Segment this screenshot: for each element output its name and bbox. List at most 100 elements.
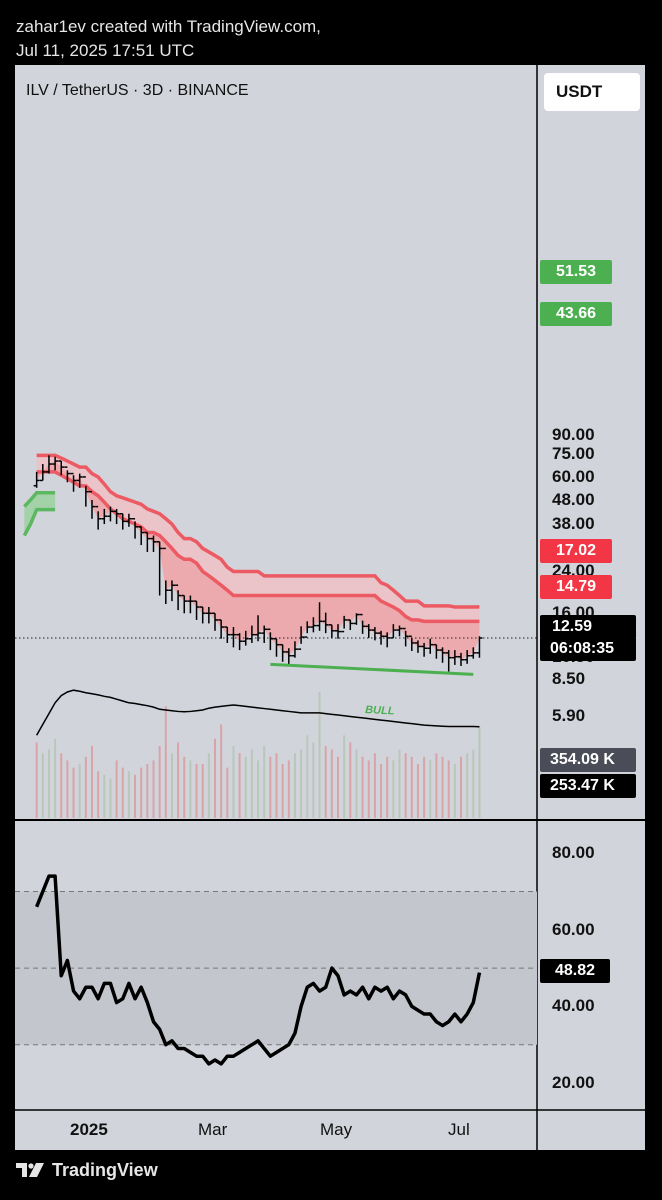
volume-bar (460, 756, 462, 818)
volume-bar (170, 753, 173, 818)
volume-bar (189, 760, 192, 818)
volume-bar (343, 735, 346, 818)
volume-bar (337, 756, 339, 818)
cloud-outer-fill (36, 455, 480, 622)
volume-bar (195, 764, 198, 818)
volume-bar (177, 742, 180, 818)
volume-bar (60, 753, 63, 818)
volume-bar (54, 738, 57, 818)
price-axis-label: 5.90 (552, 706, 586, 726)
volume-bar (121, 767, 124, 818)
volume-bar (47, 749, 50, 818)
time-axis-label: Mar (198, 1120, 228, 1139)
oscillator-axis-label: 60.00 (552, 919, 595, 939)
volume-bar (78, 764, 81, 818)
volume-badge: 253.47 K (540, 774, 636, 798)
red-upper-badge: 17.02 (540, 539, 612, 563)
bull-label: BULL (365, 704, 395, 718)
time-axis-label: 2025 (70, 1120, 108, 1139)
volume-bar (152, 760, 155, 818)
symbol-title[interactable]: ILV / TetherUS · 3D · BINANCE (26, 82, 249, 99)
currency-button[interactable]: USDT (544, 73, 640, 111)
volume-bar (404, 753, 407, 818)
volume-bar (244, 756, 247, 818)
price-axis-label: 60.00 (552, 466, 595, 486)
volume-bar (281, 764, 284, 818)
volume-bar (367, 760, 370, 818)
green-upper-badge: 51.53 (540, 260, 612, 284)
volume-bar (300, 749, 303, 818)
volume-bar (293, 753, 296, 818)
volume-bar (201, 764, 204, 818)
bull-divergence-line (270, 662, 474, 676)
volume-bar (435, 753, 438, 818)
volume-bar (250, 749, 253, 818)
countdown-badge: 06:08:35 (540, 637, 636, 661)
volume-bar (373, 753, 376, 818)
volume-bar (146, 764, 149, 818)
volume-bar (355, 749, 358, 818)
green-lower-badge: 43.66 (540, 302, 612, 326)
oscillator-axis-label: 20.00 (552, 1073, 595, 1092)
price-axis-label: 75.00 (552, 443, 595, 463)
green-band-lower-line (22, 507, 56, 537)
volume-bar (214, 738, 216, 818)
volume-bar (257, 760, 260, 818)
footer[interactable]: TradingView (16, 1160, 158, 1181)
volume-bar (158, 746, 161, 818)
volume-bar (226, 767, 229, 818)
footer-brand: TradingView (52, 1160, 158, 1180)
volume-bar (324, 746, 327, 818)
volume-bar (275, 753, 278, 818)
oscillator-axis-label: 80.00 (552, 843, 595, 863)
volume-bar (423, 756, 426, 818)
volume-bar (306, 735, 309, 818)
volume-bar (466, 753, 469, 818)
volume-bar (447, 760, 450, 818)
price-axis-label: 48.00 (552, 489, 595, 509)
volume-bar (183, 756, 186, 818)
volume-bar (318, 692, 321, 818)
volume-bar (478, 726, 481, 818)
volume-bar (380, 764, 383, 818)
green-band-upper-line (23, 490, 56, 508)
volume-bar (164, 706, 167, 818)
volume-bar (140, 767, 143, 818)
oscillator-line (35, 874, 482, 1066)
time-axis-label: Jul (448, 1120, 470, 1139)
oscillator-axis-label: 40.00 (552, 996, 595, 1016)
volume-bar (441, 756, 444, 818)
volume-bar (238, 753, 241, 818)
volume-bar (66, 760, 69, 818)
watermark-author: zahar1ev created with TradingView.com, (16, 17, 321, 36)
volume-bar (386, 756, 389, 818)
volume-bar (84, 756, 87, 818)
volume-bar (103, 774, 106, 818)
volume-bar (416, 764, 419, 818)
volume-bar (410, 756, 413, 818)
volume-bar (72, 767, 75, 818)
volume-bar (134, 774, 137, 818)
volume-bar (330, 749, 333, 818)
volume-bar (127, 771, 130, 818)
price-axis-label: 38.00 (552, 514, 595, 534)
volume-bar (97, 771, 100, 818)
volume-bar (115, 760, 118, 818)
volume-bar (91, 746, 93, 818)
price-axis-label: 90.00 (552, 425, 595, 445)
red-lower-badge: 14.79 (540, 575, 612, 599)
last-price-badge: 12.59 (540, 615, 636, 639)
volume-bar (263, 746, 266, 818)
volume-bar (349, 742, 352, 818)
volume-bar (232, 746, 235, 818)
volume-bar (220, 724, 223, 818)
green-band-fill (24, 492, 56, 536)
volume-bar (472, 749, 475, 818)
volume-bar (269, 756, 272, 818)
cloud-inner-fill (36, 461, 480, 660)
watermark-date: Jul 11, 2025 17:51 UTC (16, 41, 195, 60)
volume-bar (287, 760, 290, 818)
volume-bar (361, 756, 364, 818)
tradingview-logo-icon (16, 1162, 44, 1177)
